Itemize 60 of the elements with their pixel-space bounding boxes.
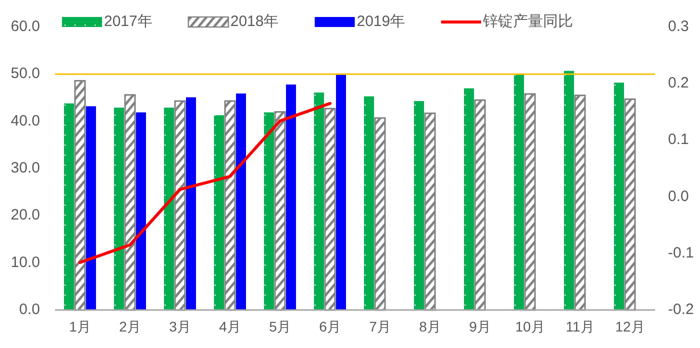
x-tick-label: 7月 (369, 318, 391, 335)
x-tick-label: 3月 (169, 318, 191, 335)
x-tick-label: 9月 (469, 318, 491, 335)
bar (574, 94, 586, 311)
y-tick-label: 60.0 (10, 18, 40, 35)
y2-tick-label: 0.1 (668, 131, 689, 148)
bar (514, 74, 524, 310)
bar (214, 115, 224, 310)
bar (364, 96, 374, 310)
bar (414, 101, 424, 310)
y-tick-label: 0.0 (19, 300, 40, 318)
x-tick-label: 4月 (219, 318, 241, 335)
legend-label: 锌锭产量同比 (482, 12, 574, 30)
bar (336, 74, 346, 310)
bar (86, 106, 96, 310)
bar (314, 92, 324, 310)
x-tick-label: 10月 (515, 318, 545, 335)
bar (164, 108, 174, 310)
line-series (78, 102, 332, 264)
x-tick-label: 6月 (319, 318, 341, 335)
bar (274, 111, 286, 311)
y2-tick-label: -0.2 (668, 300, 694, 318)
bar (524, 93, 536, 311)
bar (464, 88, 474, 310)
legend-label: 2017年 (104, 12, 152, 30)
legend-label: 2018年 (230, 12, 279, 30)
x-tick-label: 1月 (69, 318, 91, 335)
bar (74, 80, 86, 311)
y-tick-label: 20.0 (10, 206, 40, 224)
bar (136, 112, 146, 310)
bar (124, 94, 136, 311)
bar (564, 70, 574, 310)
bar (474, 99, 486, 311)
x-tick-label: 12月 (615, 318, 645, 335)
y-tick-label: 40.0 (10, 112, 40, 130)
x-tick-label: 2月 (119, 318, 141, 335)
x-tick-label: 11月 (566, 318, 594, 335)
y2-tick-label: 0.3 (668, 18, 689, 35)
bar (186, 97, 196, 310)
x-tick-label: 5月 (269, 318, 291, 335)
bar (424, 112, 436, 311)
bar (114, 108, 124, 310)
bar (224, 100, 236, 311)
bar (324, 108, 336, 311)
y-tick-label: 10.0 (10, 254, 40, 271)
bar (64, 103, 74, 310)
legend-label: 2019年 (356, 12, 406, 30)
x-tick-label: 8月 (419, 318, 441, 335)
bar (374, 117, 386, 311)
y2-tick-label: 0.2 (668, 74, 689, 92)
bar (174, 100, 186, 311)
bar (624, 98, 636, 311)
y2-tick-label: 0.0 (668, 188, 689, 205)
y-tick-label: 50.0 (10, 65, 40, 82)
bar (286, 84, 296, 310)
y2-tick-label: -0.1 (668, 244, 694, 262)
y-tick-label: 30.0 (10, 159, 40, 176)
bar (614, 82, 624, 310)
bar (264, 112, 274, 310)
bar (236, 94, 246, 310)
